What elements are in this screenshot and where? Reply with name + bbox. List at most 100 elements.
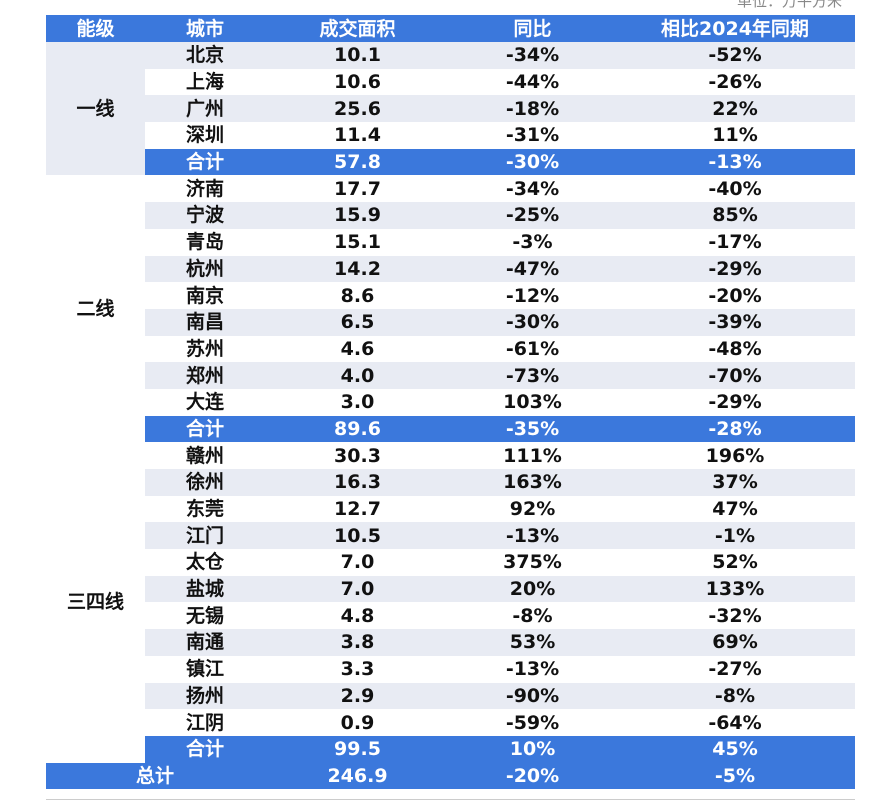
vs-2024-cell: -29%	[615, 255, 855, 283]
city-cell: 南昌	[145, 308, 265, 336]
yoy-cell: 20%	[450, 575, 615, 603]
unit-note: 单位：万平方米	[736, 0, 842, 10]
vs-2024-cell: 22%	[615, 95, 855, 123]
vs-2024-cell: -40%	[708, 177, 762, 200]
city-cell: 扬州	[145, 682, 265, 710]
area-cell: 10.1	[265, 42, 450, 69]
vs-2024-cell: -17%	[708, 231, 762, 254]
city-cell: 青岛	[185, 231, 224, 254]
yoy-cell: -73%	[450, 362, 615, 389]
area-cell: 15.1	[334, 231, 381, 254]
total-cell: -20%	[450, 762, 615, 790]
area-cell: 3.0	[340, 391, 375, 414]
area-cell: 4.6	[340, 337, 375, 360]
data-row: 无锡 4.8 -8% -32%	[46, 602, 855, 629]
vs-2024-cell: -64%	[708, 711, 762, 734]
data-row: 上海 10.6 -44% -26%	[46, 69, 855, 96]
yoy-cell: -25%	[450, 202, 615, 229]
city-cell: 济南	[185, 177, 224, 200]
yoy-cell: -13%	[505, 658, 560, 681]
subtotal-vs-2024-cell: -13%	[615, 148, 855, 176]
subtotal-row: 合计 99.5 10% 45%	[46, 735, 855, 763]
subtotal-row: 合计 57.8 -30% -13%	[46, 148, 855, 176]
data-row: 江门 10.5 -13% -1%	[46, 522, 855, 550]
data-table: 能级 城市 成交面积 同比 相比2024年同期 一线 北京 10.1 -34% -52% 上海 10.…	[46, 15, 855, 790]
area-cell: 12.7	[334, 498, 381, 521]
city-cell: 广州	[145, 95, 265, 123]
area-cell: 25.6	[265, 95, 450, 123]
subtotal-area-cell: 57.8	[265, 148, 450, 176]
area-cell: 4.0	[265, 362, 450, 389]
city-cell: 深圳	[185, 124, 224, 147]
subtotal-vs-2024-cell: 45%	[615, 735, 855, 763]
area-cell: 17.7	[334, 177, 381, 200]
subtotal-area-cell: 99.5	[265, 735, 450, 763]
area-cell: 14.2	[265, 255, 450, 283]
area-cell: 2.9	[265, 682, 450, 710]
yoy-cell: -90%	[450, 682, 615, 710]
yoy-cell: -30%	[450, 308, 615, 336]
vs-2024-cell: 52%	[712, 551, 758, 574]
city-cell: 盐城	[145, 575, 265, 603]
header-row: 能级 城市 成交面积 同比 相比2024年同期	[46, 15, 855, 42]
subtotal-city-cell: 合计	[145, 415, 265, 443]
city-cell: 江门	[145, 522, 265, 550]
yoy-cell: -18%	[450, 95, 615, 123]
total-cell: 246.9	[265, 762, 450, 790]
total-cell: -5%	[615, 762, 855, 790]
yoy-cell: -3%	[512, 231, 553, 254]
vs-2024-cell: 11%	[712, 124, 758, 147]
yoy-cell: 375%	[503, 551, 562, 574]
area-cell: 0.9	[340, 711, 375, 734]
data-row: 郑州 4.0 -73% -70%	[46, 362, 855, 389]
header-cell: 成交面积	[265, 15, 450, 42]
yoy-cell: -61%	[505, 337, 560, 360]
yoy-cell: 111%	[503, 444, 562, 467]
data-row: 扬州 2.9 -90% -8%	[46, 682, 855, 710]
vs-2024-cell: 47%	[712, 498, 758, 521]
area-cell: 4.8	[340, 604, 375, 627]
yoy-cell: -13%	[450, 522, 615, 550]
city-cell: 上海	[185, 71, 224, 94]
data-row: 二线 济南 17.7 -34% -40%	[46, 175, 855, 320]
city-cell: 南京	[185, 284, 224, 307]
yoy-cell: -31%	[505, 124, 560, 147]
vs-2024-cell: -20%	[708, 284, 762, 307]
vs-2024-cell: -8%	[615, 682, 855, 710]
data-row: 盐城 7.0 20% 133%	[46, 575, 855, 603]
city-cell: 镇江	[185, 658, 224, 681]
area-cell: 8.6	[340, 284, 375, 307]
subtotal-vs-2024-cell: -28%	[615, 415, 855, 443]
yoy-cell: 163%	[450, 469, 615, 496]
vs-2024-cell: -26%	[708, 71, 762, 94]
vs-2024-cell: -39%	[615, 308, 855, 336]
data-row: 南京 8.6 -12% -20%	[46, 282, 855, 309]
vs-2024-cell: -52%	[615, 42, 855, 69]
vs-2024-cell: 133%	[615, 575, 855, 603]
city-cell: 江阴	[185, 711, 224, 734]
yoy-cell: -44%	[505, 71, 560, 94]
yoy-cell: 103%	[503, 391, 562, 414]
city-cell: 苏州	[185, 337, 224, 360]
yoy-cell: -12%	[505, 284, 560, 307]
data-row: 苏州 4.6 -61% -48%	[46, 336, 855, 363]
city-cell: 太仓	[185, 551, 224, 574]
tier-cell: 三四线	[66, 591, 124, 614]
header-cell: 同比	[450, 15, 615, 42]
city-cell: 郑州	[145, 362, 265, 389]
data-row: 一线 北京 10.1 -34% -52%	[46, 42, 855, 176]
data-row: 徐州 16.3 163% 37%	[46, 469, 855, 496]
city-cell: 东莞	[185, 498, 224, 521]
header-cell: 能级	[46, 15, 145, 42]
city-cell: 北京	[145, 42, 265, 69]
subtotal-city-cell: 合计	[145, 735, 265, 763]
area-cell: 10.5	[265, 522, 450, 550]
header-cell: 相比2024年同期	[615, 15, 855, 42]
area-cell: 3.8	[265, 629, 450, 656]
data-row: 大连 3.0 103% -29%	[46, 389, 855, 416]
data-row: 太仓 7.0 375% 52%	[46, 549, 855, 576]
area-cell: 16.3	[265, 469, 450, 496]
vs-2024-cell: 37%	[615, 469, 855, 496]
vs-2024-cell: -70%	[615, 362, 855, 389]
